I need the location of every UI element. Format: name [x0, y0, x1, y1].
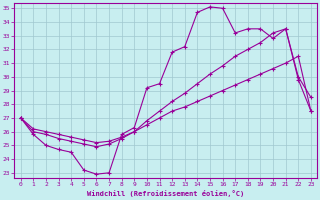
X-axis label: Windchill (Refroidissement éolien,°C): Windchill (Refroidissement éolien,°C) — [87, 190, 244, 197]
